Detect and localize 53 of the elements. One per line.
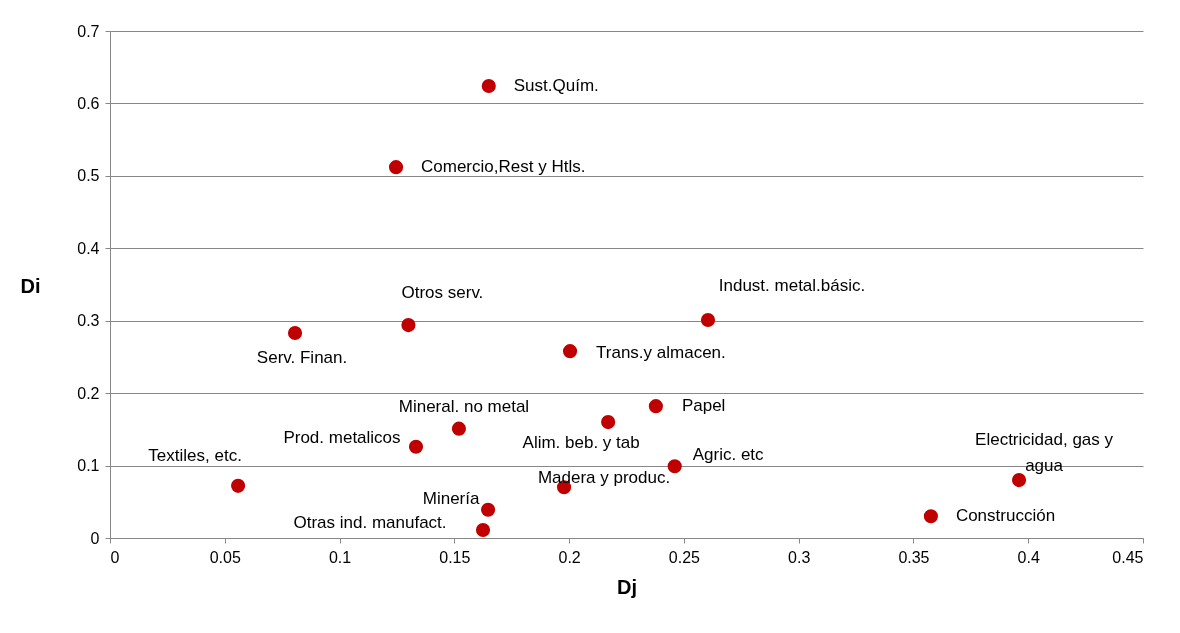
- point: [700, 312, 716, 328]
- point: [287, 325, 303, 341]
- point: [408, 439, 424, 454]
- y-tick-label: 0.1: [77, 457, 100, 475]
- y-tick-label: 0.6: [77, 94, 100, 112]
- x-axis-title: Dj: [617, 575, 637, 598]
- point: [562, 344, 578, 359]
- point: [481, 78, 496, 94]
- annotation: Otras ind. manufact.: [293, 513, 447, 533]
- y-tick-label: 0.4: [77, 239, 100, 257]
- point: [388, 160, 404, 175]
- annotation: Prod. metalicos: [283, 427, 401, 447]
- annotation: Mineral. no metal: [398, 396, 530, 416]
- x-tick-label: 0: [110, 548, 120, 566]
- annotation: Comercio,Rest y Htls.: [421, 157, 586, 177]
- annotation: Serv. Finan.: [256, 348, 348, 368]
- annotation: Madera y produc.: [537, 468, 671, 488]
- point: [601, 415, 616, 430]
- point: [231, 478, 246, 493]
- x-tick-label: 0.05: [209, 548, 241, 566]
- y-tick-label: 0.2: [77, 384, 100, 402]
- point: [451, 421, 466, 436]
- annotation: Sust.Quím.: [513, 76, 599, 96]
- x-tick-label: 0.25: [668, 548, 701, 566]
- y-tick-label: 0.5: [77, 167, 100, 185]
- x-tick-label: 0.4: [1017, 548, 1040, 566]
- x-tick-label: 0.15: [439, 548, 471, 566]
- annotation: Papel: [681, 396, 726, 416]
- annotation: Textiles, etc.: [148, 445, 242, 465]
- y-tick-label: 0: [90, 529, 100, 547]
- point: [475, 522, 491, 538]
- point: [923, 509, 938, 524]
- annotation: Construcción: [955, 506, 1056, 526]
- x-tick-label: 0.1: [328, 548, 352, 566]
- point: [648, 399, 663, 414]
- annotation: Indust. metal.básic.: [718, 275, 866, 295]
- annotation: Trans.y almacen.: [596, 343, 726, 363]
- point: [1011, 473, 1027, 488]
- annotation: Electricidad, gas y agua: [975, 430, 1114, 476]
- y-axis-title: Di: [20, 274, 41, 297]
- annotation: Agric. etc: [692, 445, 765, 465]
- y-tick-label: 0.3: [77, 312, 100, 330]
- annotation: Alim. beb. y tab: [522, 433, 640, 453]
- annotation: Otros serv.: [401, 283, 484, 303]
- x-tick-label: 0.35: [898, 548, 930, 566]
- point: [667, 459, 682, 474]
- annotation: Minería: [422, 488, 480, 508]
- point: [481, 502, 496, 517]
- x-tick-label: 0.45: [1112, 548, 1144, 566]
- x-tick-label: 0.3: [788, 548, 811, 566]
- x-tick-label: 0.2: [558, 548, 581, 566]
- point: [401, 318, 416, 333]
- y-tick-label: 0.7: [77, 22, 100, 40]
